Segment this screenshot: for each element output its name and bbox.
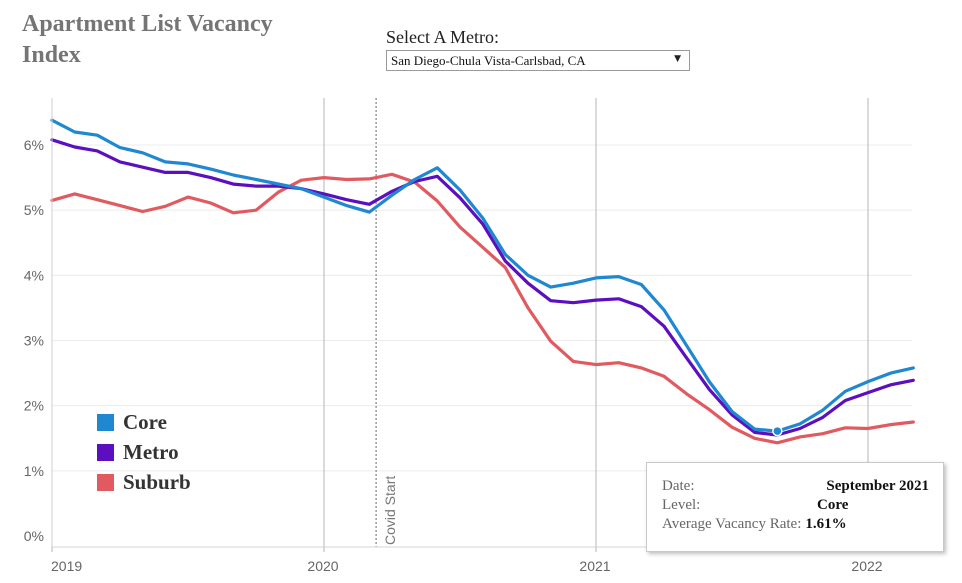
legend-swatch-metro <box>97 443 114 461</box>
tooltip-level-label: Level: <box>662 497 701 513</box>
chart-axes: 0% 1% 2% 3% 4% 5% 6% 2019 2020 2021 2022 <box>24 98 912 574</box>
y-tick-label: 0% <box>24 528 44 544</box>
x-tick-label: 2019 <box>51 558 82 574</box>
x-tick-label: 2020 <box>307 558 338 574</box>
series-line-core <box>50 118 915 433</box>
legend-swatch-suburb <box>97 473 114 491</box>
legend-swatch-core <box>97 413 114 431</box>
y-tick-label: 2% <box>24 398 44 414</box>
chart-highlight <box>772 425 783 437</box>
series-line-suburb <box>50 172 915 445</box>
tooltip-date-label: Date: <box>662 478 695 494</box>
tooltip-rate-label: Average Vacancy Rate: <box>662 516 802 532</box>
tooltip-rate-row: Average Vacancy Rate: 1.61% <box>662 515 929 534</box>
x-tick-label: 2021 <box>579 558 610 574</box>
legend-item-metro[interactable]: Metro <box>97 437 191 467</box>
y-tick-label: 1% <box>24 463 44 479</box>
legend-label-suburb: Suburb <box>123 469 191 494</box>
covid-start-label: Covid Start <box>382 476 398 545</box>
metro-selector: Select A Metro: San Diego-Chula Vista-Ca… <box>386 26 690 71</box>
legend-label-metro: Metro <box>123 439 179 464</box>
tooltip-date-row: Date: September 2021 <box>662 477 929 496</box>
y-tick-label: 3% <box>24 333 44 349</box>
page-title: Apartment List Vacancy Index <box>22 11 273 68</box>
legend-item-core[interactable]: Core <box>97 407 191 437</box>
highlight-point <box>772 425 783 437</box>
y-tick-label: 6% <box>24 137 44 153</box>
y-tick-label: 4% <box>24 267 44 283</box>
metro-selector-label: Select A Metro: <box>386 27 499 47</box>
tooltip-level-value: Core <box>817 497 849 513</box>
metro-dropdown-value: San Diego-Chula Vista-Carlsbad, CA <box>391 53 586 68</box>
series-line-metro <box>50 138 915 437</box>
tooltip-rate-value: 1.61% <box>805 516 847 532</box>
metro-dropdown[interactable]: San Diego-Chula Vista-Carlsbad, CA ▼ <box>386 50 690 71</box>
chart-series <box>50 118 915 445</box>
covid-annotation: Covid Start <box>375 98 398 547</box>
legend-label-core: Core <box>123 409 167 434</box>
chart-legend: Core Metro Suburb <box>97 407 191 497</box>
y-tick-label: 5% <box>24 202 44 218</box>
chart-tooltip: Date: September 2021 Level: Core Average… <box>646 462 944 552</box>
x-tick-label: 2022 <box>851 558 882 574</box>
tooltip-level-row: Level: Core <box>662 496 929 515</box>
chevron-down-icon[interactable]: ▼ <box>674 54 681 64</box>
tooltip-date-value: September 2021 <box>826 478 929 494</box>
legend-item-suburb[interactable]: Suburb <box>97 467 191 497</box>
